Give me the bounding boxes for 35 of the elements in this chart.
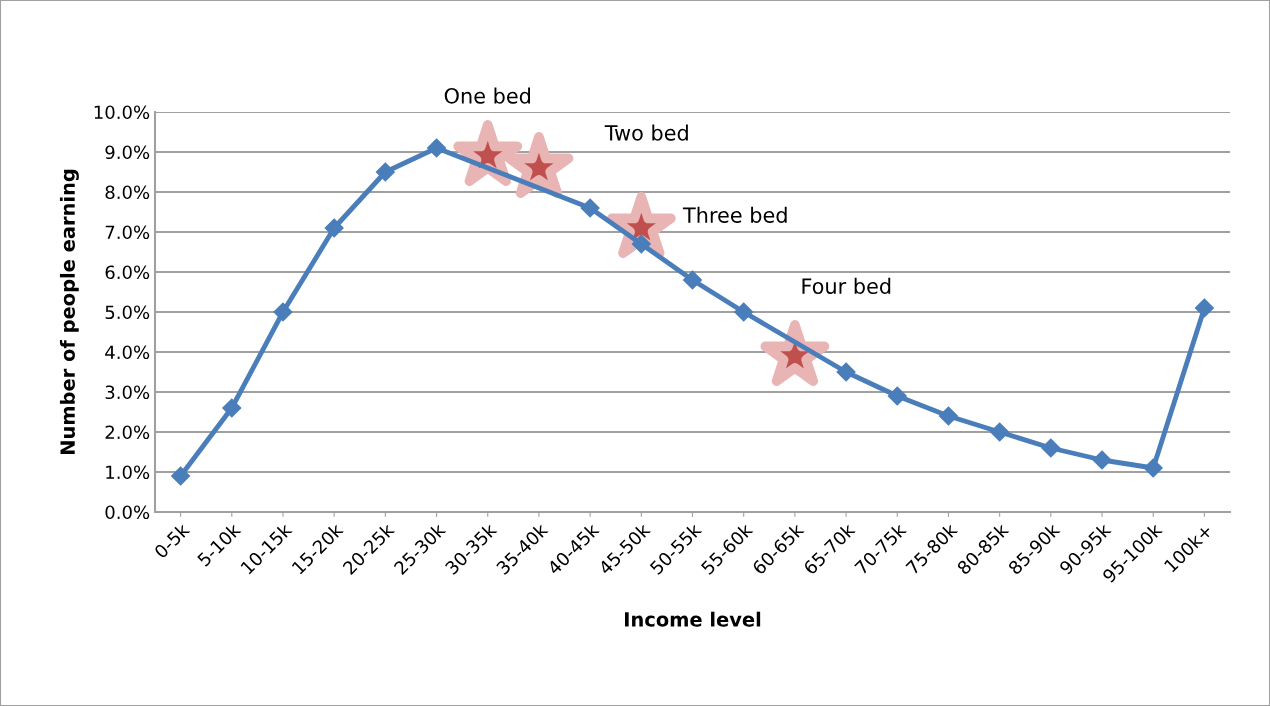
y-axis-title: Number of people earning — [59, 169, 79, 455]
y-tick-label: 3.0% — [105, 385, 150, 400]
y-tick-label: 7.0% — [105, 225, 150, 240]
point — [887, 386, 907, 406]
x-axis-title: Income level — [625, 611, 761, 627]
annotation: Four bed — [802, 277, 891, 294]
point — [1041, 438, 1061, 458]
y-tick-label: 5.0% — [105, 305, 150, 320]
point — [1194, 298, 1214, 318]
point — [580, 198, 600, 218]
y-tick-label: 0.0% — [105, 505, 150, 520]
point — [1092, 450, 1112, 470]
text: One bed — [444, 87, 530, 104]
point — [375, 162, 395, 182]
y-tick-label: 8.0% — [105, 185, 150, 200]
point — [938, 406, 958, 426]
point — [273, 302, 293, 322]
point — [1143, 458, 1163, 478]
y-tick-label: 4.0% — [105, 345, 150, 360]
point — [990, 422, 1010, 442]
point — [324, 218, 344, 238]
point — [171, 466, 191, 486]
y-tick-label: 6.0% — [105, 265, 150, 280]
point — [734, 302, 754, 322]
y-tick-label: 1.0% — [106, 465, 150, 480]
point — [631, 234, 651, 254]
y-tick-label: 10.0% — [94, 105, 150, 120]
point — [222, 398, 242, 418]
y-tick-label: 2.0% — [105, 425, 150, 440]
point — [682, 270, 703, 290]
y-tick-label: 9.0% — [105, 145, 150, 160]
point — [836, 362, 856, 382]
annotation: Two bed — [604, 124, 688, 141]
annotation: Three bed — [682, 206, 787, 223]
point — [427, 138, 447, 158]
